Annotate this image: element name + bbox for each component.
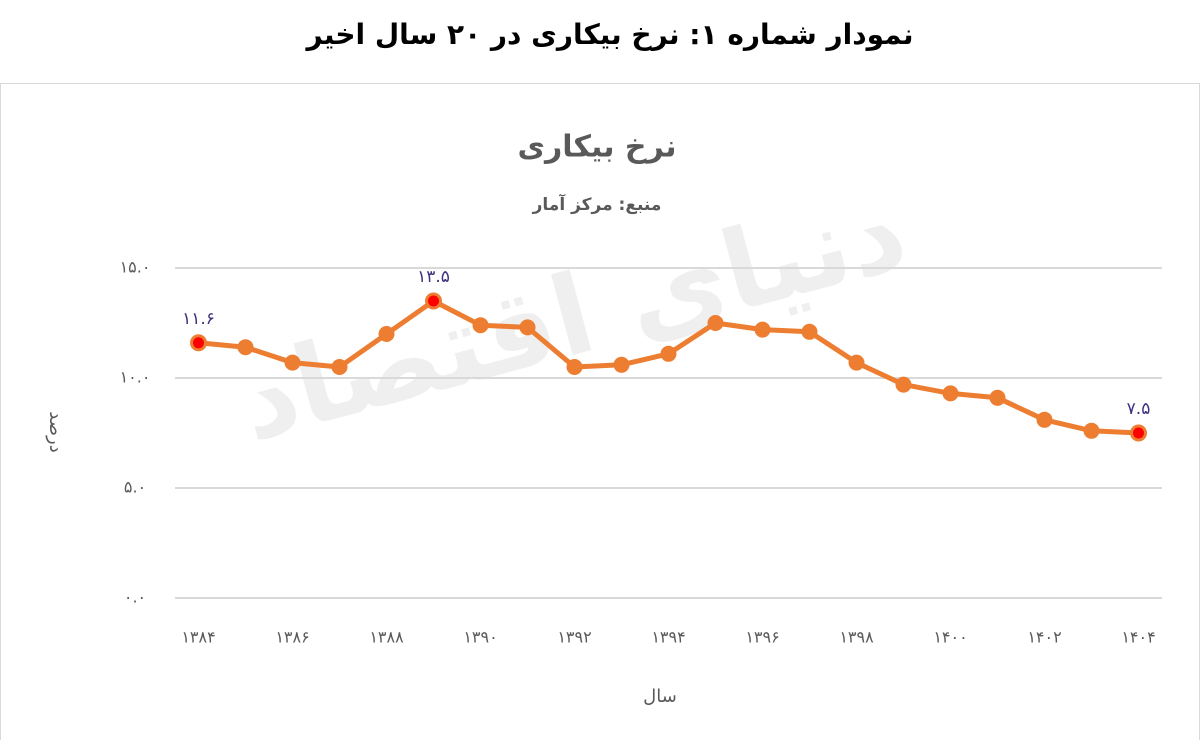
data-point [331,359,348,375]
page-title: نمودار شماره ۱: نرخ بیکاری در ۲۰ سال اخی… [305,18,914,51]
data-label: ۱۱.۶ [182,309,215,329]
x-tick-label: ۱۳۹۲ [557,628,591,647]
y-axis-label: درصد [45,411,66,452]
data-point [378,326,395,342]
data-point [284,354,301,371]
data-point [895,376,912,393]
y-tick-label: ۰.۰ [124,588,146,607]
data-point [707,315,724,331]
x-tick-label: ۱۳۹۸ [839,628,874,647]
data-label: ۱۳.۵ [417,267,450,287]
x-tick-label: ۱۳۸۴ [181,628,215,647]
data-point [566,359,583,375]
data-point [848,354,865,371]
data-point [989,389,1006,406]
x-axis-label: سال [643,686,677,707]
data-point [519,319,536,336]
y-tick-label: ۱۵.۰ [120,258,151,277]
x-tick-label: ۱۳۹۴ [651,628,685,647]
x-tick-label: ۱۴۰۰ [933,628,967,647]
data-point [190,334,207,352]
x-tick-label: ۱۴۰۲ [1027,628,1061,647]
data-point [472,317,489,334]
x-tick-label: ۱۳۹۶ [745,628,779,647]
data-point [942,385,959,402]
x-tick-label: ۱۳۸۸ [369,628,404,647]
data-point [754,321,771,338]
y-tick-label: ۵.۰ [124,478,146,497]
data-point [613,356,630,373]
data-point [425,292,442,310]
data-label: ۷.۵ [1127,399,1151,419]
data-point [237,339,254,356]
chart-title: نرخ بیکاری [518,130,677,165]
data-point [1036,411,1053,428]
chart-subtitle: منبع: مرکز آمار [532,193,662,215]
data-point [1083,422,1100,439]
data-point [1130,424,1147,442]
x-tick-label: ۱۳۸۶ [275,628,309,647]
y-tick-label: ۱۰.۰ [120,368,151,387]
x-tick-label: ۱۳۹۰ [463,628,497,647]
data-point [801,323,818,340]
x-tick-label: ۱۴۰۴ [1121,628,1155,647]
data-point [660,345,677,362]
